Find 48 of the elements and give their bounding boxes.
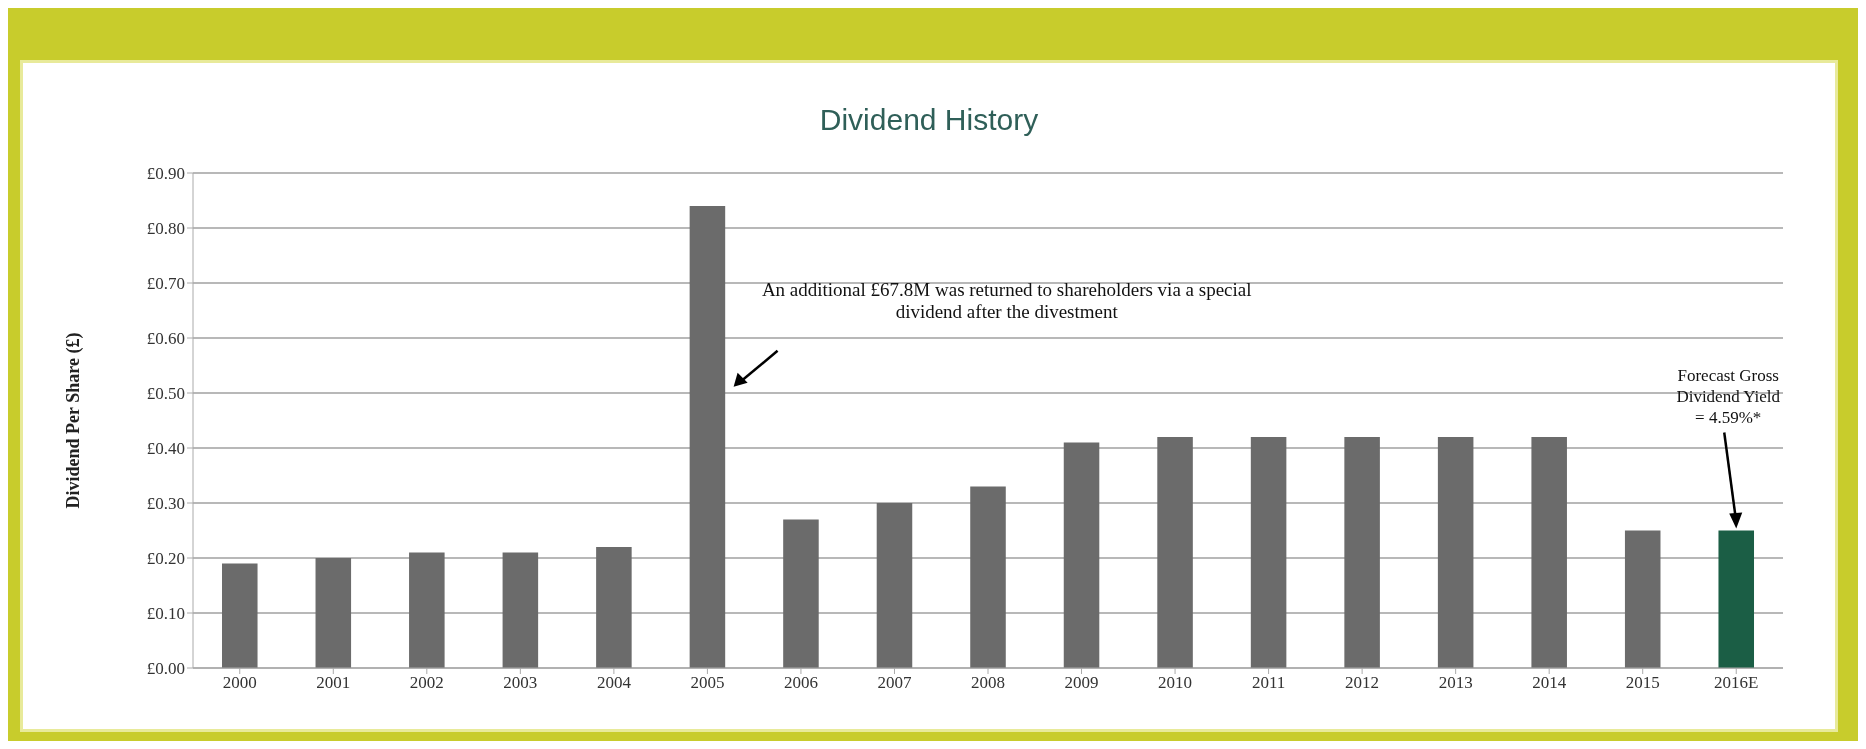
bar xyxy=(315,558,352,668)
bar xyxy=(1344,437,1380,668)
bar xyxy=(1063,442,1100,668)
x-tick-label: 2010 xyxy=(1158,673,1193,693)
bar xyxy=(876,503,913,668)
bar xyxy=(502,552,539,668)
x-tick-label: 2009 xyxy=(1064,673,1099,693)
annotation: Forecast Gross Dividend Yield = 4.59%* xyxy=(1676,365,1781,427)
bar xyxy=(1624,530,1661,668)
y-tick-label: £0.80 xyxy=(146,219,185,239)
x-tick-label: 2016E xyxy=(1714,673,1759,693)
x-tick-label: 2004 xyxy=(596,673,632,693)
x-tick-label: 2003 xyxy=(503,673,538,693)
bar xyxy=(1531,437,1567,668)
chart-title: Dividend History xyxy=(818,103,1040,137)
bar xyxy=(1250,437,1287,668)
y-tick-label: £0.90 xyxy=(146,164,185,184)
x-tick-label: 2005 xyxy=(690,673,725,693)
x-tick-label: 2008 xyxy=(971,673,1005,693)
x-tick-label: 2013 xyxy=(1438,673,1473,693)
bar xyxy=(222,563,258,668)
bar xyxy=(689,206,726,668)
y-tick-label: £0.40 xyxy=(146,439,185,459)
annotation: An additional £67.8M was returned to shareholders via a special dividend after the divestment xyxy=(761,278,1252,322)
y-tick-label: £0.00 xyxy=(146,659,185,679)
bar xyxy=(409,552,445,668)
x-tick-label: 2002 xyxy=(409,673,444,693)
y-tick-label: £0.30 xyxy=(146,494,185,514)
x-tick-label: 2001 xyxy=(316,673,351,693)
bar xyxy=(1718,530,1755,668)
x-tick-label: 2000 xyxy=(222,673,257,693)
y-tick-label: £0.50 xyxy=(146,384,185,404)
bar xyxy=(596,547,632,668)
y-tick-label: £0.60 xyxy=(146,329,185,349)
y-tick-label: £0.20 xyxy=(146,549,185,569)
bar xyxy=(970,486,1006,668)
bar xyxy=(1157,437,1193,668)
x-tick-label: 2011 xyxy=(1251,673,1286,693)
x-tick-label: 2015 xyxy=(1625,673,1660,693)
y-tick-label: £0.10 xyxy=(146,604,185,624)
x-tick-label: 2006 xyxy=(783,673,818,693)
bar xyxy=(1437,437,1474,668)
x-tick-label: 2007 xyxy=(877,673,912,693)
x-tick-label: 2012 xyxy=(1345,673,1380,693)
y-tick-label: £0.70 xyxy=(146,274,185,294)
bar xyxy=(783,519,819,668)
x-tick-label: 2014 xyxy=(1532,673,1567,693)
y-axis-title: Dividend Per Share (£) xyxy=(63,332,85,509)
